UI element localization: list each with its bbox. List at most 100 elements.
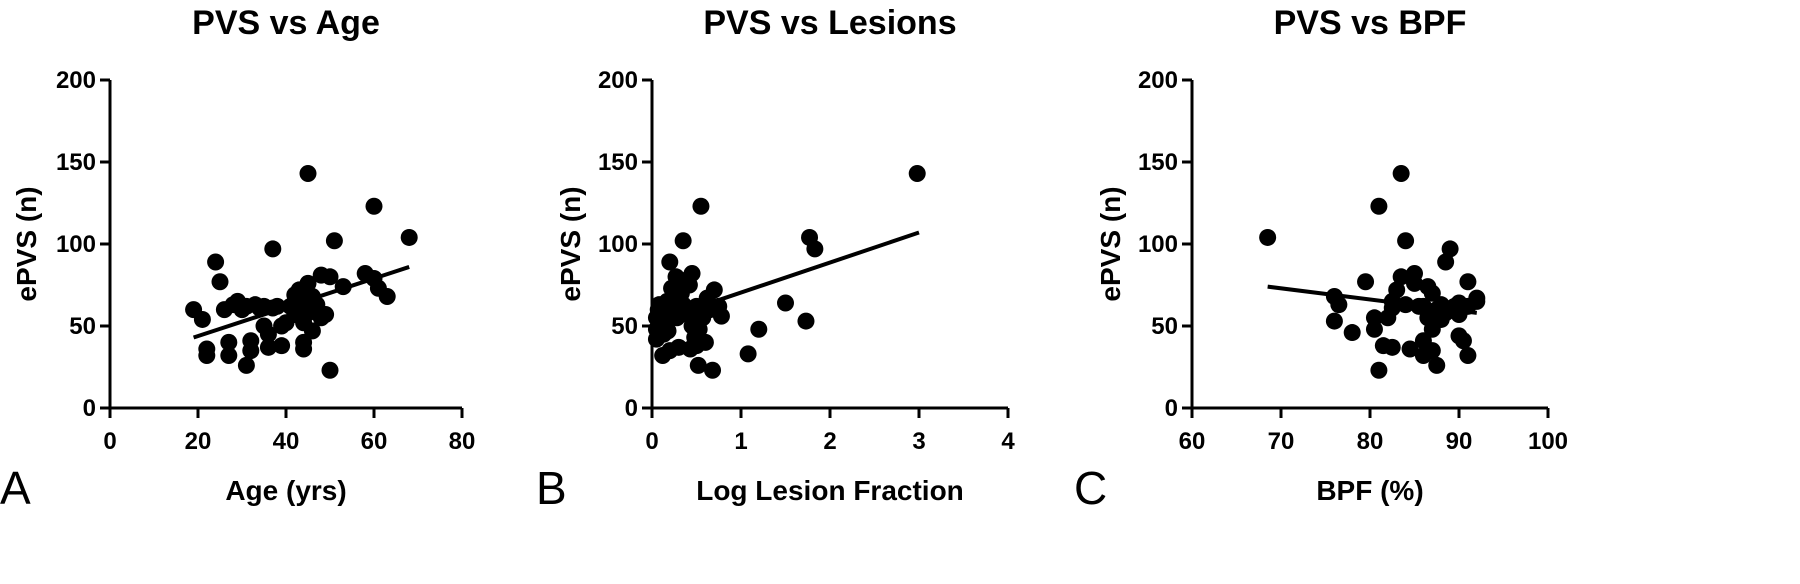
data-point	[1406, 265, 1423, 283]
data-point	[1365, 320, 1383, 338]
data-point	[207, 253, 225, 271]
y-tick-label: 100	[1138, 231, 1178, 258]
data-point	[193, 310, 211, 328]
data-point	[321, 361, 339, 379]
data-point	[696, 333, 714, 351]
panel-letter: C	[1074, 462, 1107, 514]
chart-title: PVS vs BPF	[1274, 4, 1467, 42]
x-tick-label: 4	[1001, 428, 1015, 455]
data-point	[273, 337, 291, 355]
data-point	[211, 273, 229, 291]
chart-title: PVS vs Age	[192, 4, 380, 42]
data-point	[365, 197, 383, 215]
x-tick-label: 60	[1179, 428, 1206, 455]
y-tick-label: 0	[1165, 395, 1178, 422]
data-point	[378, 287, 396, 305]
y-axis-label: ePVS (n)	[555, 186, 586, 301]
panel-a: PVS vs Age 0 50 100 150 200 0 20 40 60 80 Age (yrs)…	[0, 4, 475, 514]
data-point	[1459, 347, 1477, 365]
data-point	[1357, 273, 1375, 291]
y-axis-label: ePVS (n)	[11, 186, 42, 301]
data-point	[712, 307, 730, 325]
data-point	[1397, 232, 1415, 250]
panel-c: PVS vs BPF 0 50 100 150 200 60 70 80 90 100 BPF (%)…	[1074, 4, 1568, 514]
data-point	[1459, 273, 1477, 291]
y-tick-label: 150	[56, 149, 96, 176]
x-tick-label: 60	[361, 428, 388, 455]
x-tick-label: 80	[1357, 428, 1384, 455]
y-tick-label: 50	[611, 313, 638, 340]
data-point	[1392, 164, 1410, 182]
data-point	[325, 232, 343, 250]
data-point	[1330, 296, 1348, 314]
y-tick-label: 100	[598, 231, 638, 258]
data-point	[1423, 284, 1441, 302]
data-point	[750, 320, 768, 338]
data-point	[777, 294, 794, 312]
data-point	[317, 306, 335, 324]
data-point	[1423, 342, 1441, 360]
data-point	[908, 164, 926, 182]
data-point	[659, 322, 677, 340]
data-point	[321, 268, 339, 286]
y-tick-label: 100	[56, 231, 96, 258]
data-point	[220, 347, 238, 365]
panel-letter: A	[0, 462, 31, 514]
x-tick-label: 90	[1446, 428, 1473, 455]
x-tick-label: 1	[734, 428, 747, 455]
x-axis-label: Age (yrs)	[225, 475, 346, 506]
data-point	[295, 340, 313, 358]
data-point	[1325, 312, 1343, 330]
data-point	[259, 325, 277, 343]
x-tick-label: 70	[1268, 428, 1295, 455]
data-point	[242, 332, 260, 350]
data-point	[1441, 240, 1459, 258]
data-point	[689, 356, 707, 374]
data-point	[264, 240, 282, 258]
x-tick-label: 0	[645, 428, 658, 455]
y-tick-label: 0	[83, 395, 96, 422]
x-tick-label: 100	[1528, 428, 1568, 455]
y-tick-label: 150	[598, 149, 638, 176]
data-point	[1454, 332, 1472, 350]
x-tick-label: 0	[103, 428, 116, 455]
y-tick-label: 0	[625, 395, 638, 422]
data-point	[1428, 356, 1446, 374]
chart-title: PVS vs Lesions	[703, 4, 956, 42]
data-point	[661, 253, 679, 271]
data-point	[1468, 289, 1486, 307]
y-tick-label: 200	[1138, 67, 1178, 94]
data-point	[683, 265, 701, 283]
x-tick-label: 2	[823, 428, 836, 455]
y-tick-label: 150	[1138, 149, 1178, 176]
data-point	[797, 312, 815, 330]
x-tick-label: 80	[449, 428, 476, 455]
x-tick-label: 40	[273, 428, 300, 455]
y-tick-label: 200	[598, 67, 638, 94]
y-axis-label: ePVS (n)	[1095, 186, 1126, 301]
data-point	[1370, 361, 1388, 379]
data-point	[692, 197, 710, 215]
panel-letter: B	[536, 462, 567, 514]
data-point	[299, 274, 317, 292]
regression-line	[192, 265, 410, 340]
y-tick-label: 50	[69, 313, 96, 340]
x-axis-label: BPF (%)	[1316, 475, 1423, 506]
y-tick-label: 200	[56, 67, 96, 94]
data-point	[739, 345, 757, 363]
data-point	[237, 356, 255, 374]
data-point	[1392, 268, 1410, 286]
data-point	[1383, 338, 1401, 356]
data-point	[1437, 253, 1455, 271]
data-point	[806, 240, 824, 258]
regression-line	[655, 230, 920, 323]
data-point	[299, 164, 317, 182]
panel-b: PVS vs Lesions 0 50 100 150 200 0 1 2 3 4 Log Lesio…	[536, 4, 1015, 514]
data-point	[705, 281, 723, 299]
data-point	[1370, 197, 1388, 215]
data-point	[198, 347, 216, 365]
data-point	[674, 232, 692, 250]
data-point	[1343, 324, 1361, 342]
data-point	[220, 333, 238, 351]
